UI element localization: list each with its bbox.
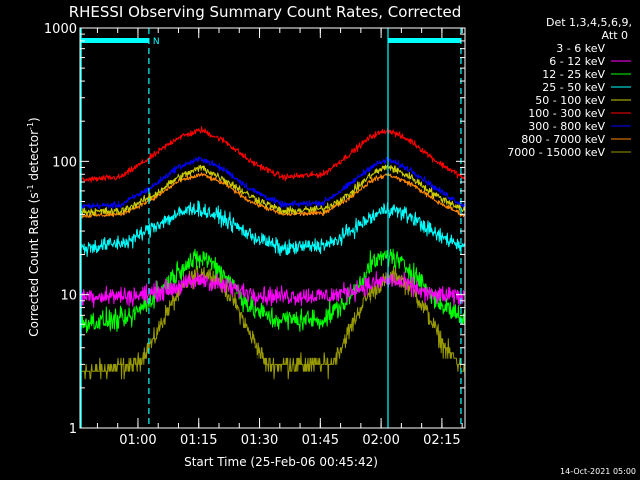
series-line-7 (80, 172, 465, 219)
plot-area: N 1 10 100 1000 01:00 01:15 01:30 01:45 02:00 02:1… (44, 22, 466, 448)
series-line-6 (80, 156, 465, 210)
legend-label-4: 50 - 100 keV (535, 94, 605, 107)
series-group (80, 126, 465, 428)
footer-date: 14-Oct-2021 05:00 (560, 467, 636, 476)
y-tick-label-3: 1000 (44, 22, 77, 37)
observing-bar-2 (388, 38, 461, 43)
x-tick-label-1: 01:15 (180, 433, 217, 448)
legend-label-6: 300 - 800 keV (528, 120, 605, 133)
y-tick-label-2: 100 (52, 155, 77, 170)
y-axis-label: Corrected Count Rate (s-1 detector-1) (26, 117, 41, 336)
x-axis-label: Start Time (25-Feb-06 00:45:42) (184, 455, 378, 469)
legend-label-0: 3 - 6 keV (556, 42, 605, 55)
x-tick-label-2: 01:30 (241, 433, 278, 448)
plot-frame (79, 27, 466, 429)
y-tick-label-1: 10 (60, 289, 77, 304)
legend-label-2: 12 - 25 keV (542, 68, 605, 81)
legend-header-line2: Att 0 (602, 29, 628, 42)
series-line-3 (80, 200, 465, 257)
series-line-1 (80, 269, 465, 308)
x-tick-label-0: 01:00 (119, 433, 156, 448)
x-tick-label-3: 01:45 (302, 433, 339, 448)
observing-bar-1 (80, 38, 149, 43)
legend-label-7: 800 - 7000 keV (521, 133, 605, 146)
chart-title: RHESSI Observing Summary Count Rates, Co… (69, 3, 462, 21)
series-line-5 (80, 126, 465, 184)
y-tick-label-0: 1 (69, 422, 77, 437)
series-line-0 (91, 279, 465, 428)
x-tick-label-5: 02:15 (423, 433, 460, 448)
legend-label-8: 7000 - 15000 keV (507, 146, 605, 159)
series-line-4 (80, 164, 465, 217)
legend-label-3: 25 - 50 keV (542, 81, 605, 94)
legend-header-line1: Det 1,3,4,5,6,9, (546, 16, 632, 29)
legend-label-1: 6 - 12 keV (549, 55, 605, 68)
legend-label-5: 100 - 300 keV (528, 107, 605, 120)
x-tick-label-4: 02:00 (362, 433, 399, 448)
bar1-label: N (153, 37, 160, 47)
